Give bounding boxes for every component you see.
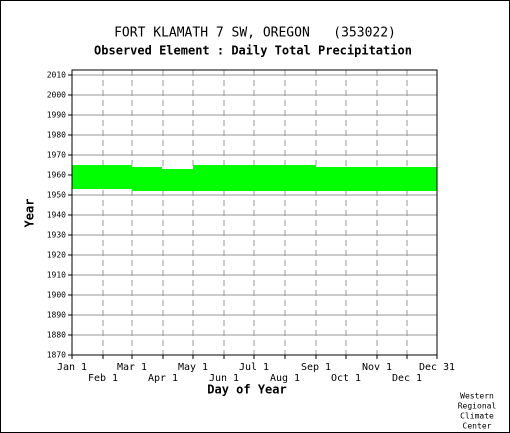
x-tick-label: Dec 1 bbox=[392, 373, 422, 384]
x-tick-label: Jul 1 bbox=[239, 362, 269, 373]
range-bar bbox=[72, 165, 132, 189]
chart-title: FORT KLAMATH 7 SW, OREGON (353022) bbox=[114, 26, 396, 41]
x-tick-label: Oct 1 bbox=[331, 373, 361, 384]
y-tick-label: 1940 bbox=[47, 211, 66, 220]
x-tick-label: Feb 1 bbox=[88, 373, 118, 384]
chart-subtitle: Observed Element : Daily Total Precipita… bbox=[94, 44, 412, 58]
y-tick-label: 2000 bbox=[47, 91, 66, 100]
y-tick-label: 1920 bbox=[47, 251, 66, 260]
range-bar bbox=[132, 167, 162, 191]
x-tick-label: Apr 1 bbox=[148, 373, 178, 384]
x-tick-label: Dec 31 bbox=[419, 362, 455, 373]
x-tick-label: Mar 1 bbox=[117, 362, 147, 373]
y-tick-label: 1870 bbox=[47, 351, 66, 360]
credit-line: Climate bbox=[460, 412, 494, 421]
range-bar bbox=[193, 165, 316, 191]
y-tick-label: 1880 bbox=[47, 331, 66, 340]
x-tick-label: May 1 bbox=[178, 362, 208, 373]
x-tick-label: Sep 1 bbox=[301, 362, 331, 373]
y-tick-label: 2010 bbox=[47, 71, 66, 80]
credit-line: Center bbox=[463, 422, 492, 431]
y-tick-label: 1980 bbox=[47, 131, 66, 140]
y-tick-label: 1990 bbox=[47, 111, 66, 120]
range-bar bbox=[316, 167, 437, 191]
range-bar bbox=[162, 169, 193, 191]
y-tick-label: 1950 bbox=[47, 191, 66, 200]
plot-border bbox=[71, 69, 438, 356]
y-tick-label: 1890 bbox=[47, 311, 66, 320]
credit-line: Regional bbox=[458, 402, 497, 411]
y-tick-label: 1960 bbox=[47, 171, 66, 180]
x-tick-label: Jun 1 bbox=[209, 373, 239, 384]
x-tick-label: Jan 1 bbox=[57, 362, 87, 373]
x-axis-label: Day of Year bbox=[207, 383, 286, 397]
y-tick-label: 1900 bbox=[47, 291, 66, 300]
x-tick-label: Nov 1 bbox=[362, 362, 392, 373]
y-tick-label: 1910 bbox=[47, 271, 66, 280]
credit-line: Western bbox=[460, 392, 494, 401]
y-tick-label: 1930 bbox=[47, 231, 66, 240]
x-tick-label: Aug 1 bbox=[270, 373, 300, 384]
y-axis-label: Year bbox=[23, 199, 37, 228]
y-tick-label: 1970 bbox=[47, 151, 66, 160]
